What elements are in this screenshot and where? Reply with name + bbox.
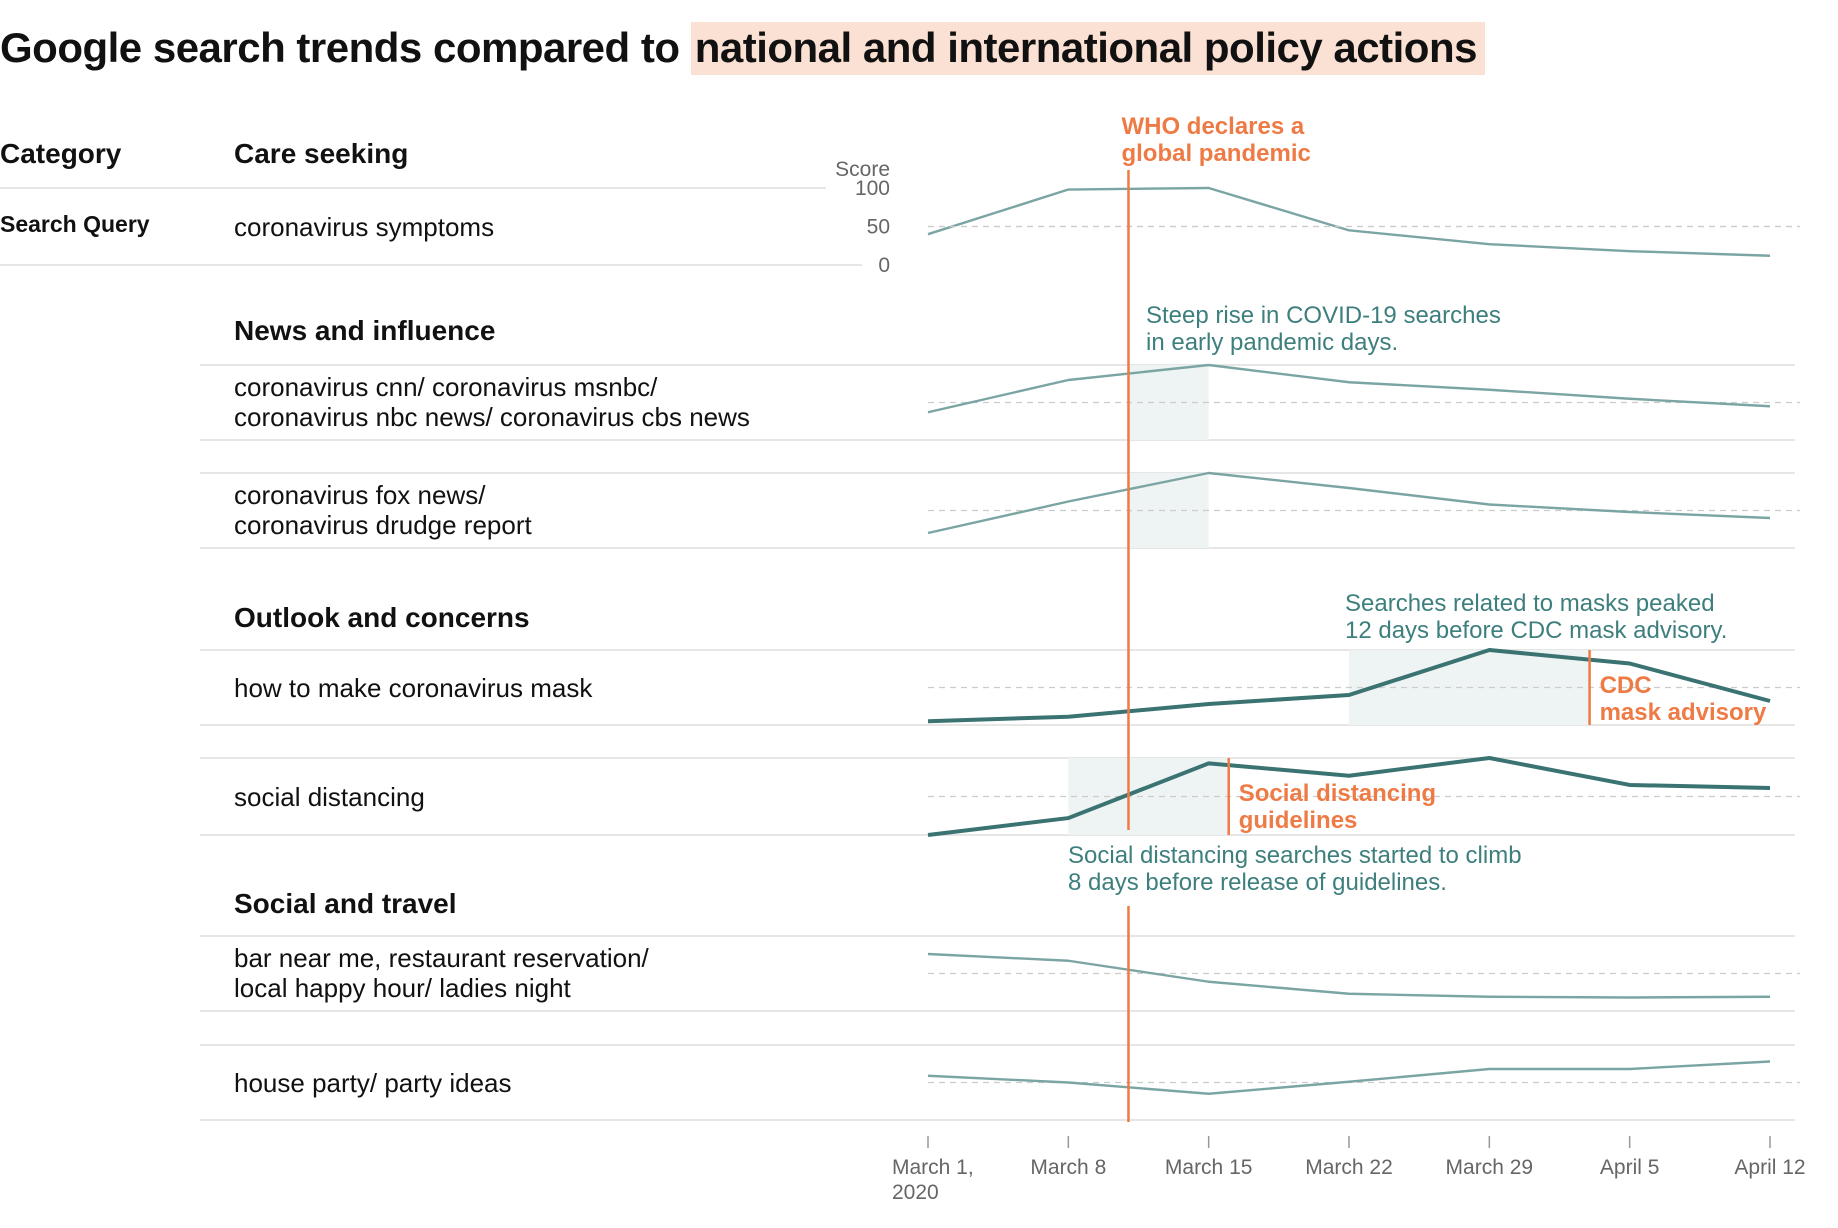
event-label-line: mask advisory: [1599, 699, 1767, 726]
event-label-line: CDC: [1599, 672, 1652, 699]
event-label-0: WHO declares a global pandemic: [1121, 113, 1310, 167]
query-label-line: social distancing: [234, 782, 425, 812]
annotation-line: Social distancing searches started to cl…: [1068, 842, 1522, 869]
query-label-line: bar near me, restaurant reservation/: [234, 943, 649, 973]
title-prefix: Google search trends compared to: [0, 24, 680, 71]
y-tick-label: 0: [878, 254, 890, 277]
x-tick-label: April 5: [1600, 1156, 1660, 1179]
x-tick-label: 2020: [892, 1181, 939, 1204]
x-tick-label: March 8: [1030, 1156, 1106, 1179]
x-tick-label: April 12: [1734, 1156, 1805, 1179]
category-header: Category: [0, 138, 122, 169]
series-line-news-2: [927, 471, 1771, 535]
query-label-line: coronavirus fox news/: [234, 480, 486, 510]
event-label-1: Social distancing guidelines: [1239, 780, 1436, 834]
annotation-line: 12 days before CDC mask advisory.: [1345, 617, 1728, 644]
category-0-title: Care seeking: [234, 138, 409, 169]
query-label-line: how to make coronavirus mask: [234, 673, 593, 703]
series-line-mask: [927, 648, 1771, 724]
query-label-social-distancing: social distancing: [234, 782, 425, 812]
query-label-line: coronavirus nbc news/ coronavirus cbs ne…: [234, 402, 750, 432]
query-label-line: coronavirus cnn/ coronavirus msnbc/: [234, 372, 658, 402]
series-line-care: [927, 186, 1771, 257]
y-tick-label: 100: [855, 177, 890, 200]
query-label-line: coronavirus drudge report: [234, 510, 532, 540]
query-label-line: coronavirus symptoms: [234, 212, 495, 242]
search-query-header: Search Query: [0, 211, 150, 237]
page-title: Google search trends compared to nationa…: [0, 22, 1485, 75]
series-line-social-distancing: [927, 756, 1771, 837]
category-1-title: News and influence: [234, 315, 496, 346]
event-label-line: Social distancing: [1238, 780, 1437, 807]
title-highlight: national and international policy action…: [690, 22, 1485, 75]
series-line-news-1: [927, 363, 1771, 414]
event-label-line: WHO declares a: [1121, 113, 1305, 140]
event-label-line: guidelines: [1238, 807, 1358, 834]
series-line-social-2: [927, 1060, 1771, 1095]
annotation-line: 8 days before release of guidelines.: [1068, 869, 1447, 896]
annotation-0: Steep rise in COVID-19 searches in early …: [1146, 302, 1501, 356]
query-label-line: house party/ party ideas: [234, 1068, 512, 1098]
annotation-line: in early pandemic days.: [1146, 329, 1399, 356]
y-tick-label: 50: [867, 216, 890, 239]
query-label-mask: how to make coronavirus mask: [234, 673, 592, 703]
annotation-line: Steep rise in COVID-19 searches: [1146, 302, 1501, 329]
query-label-care: coronavirus symptoms: [234, 212, 494, 242]
event-label-2: CDC mask advisory: [1600, 672, 1767, 726]
category-3-title: Social and travel: [234, 888, 457, 919]
series-line-social-1: [927, 952, 1771, 999]
score-axis-label: Score: [835, 158, 890, 181]
x-tick-label: March 1,: [892, 1156, 974, 1179]
query-label-social-2: house party/ party ideas: [234, 1068, 512, 1098]
query-label-social-1: bar near me, restaurant reservation/loca…: [234, 943, 649, 1003]
x-tick-label: March 29: [1446, 1156, 1534, 1179]
query-label-news-1: coronavirus cnn/ coronavirus msnbc/coron…: [234, 372, 750, 432]
annotation-1: Searches related to masks peaked 12 days …: [1345, 590, 1727, 644]
x-tick-label: March 22: [1305, 1156, 1393, 1179]
annotation-line: Searches related to masks peaked: [1345, 590, 1715, 617]
query-label-news-2: coronavirus fox news/coronavirus drudge …: [234, 480, 532, 540]
event-label-line: global pandemic: [1121, 140, 1311, 167]
query-label-line: local happy hour/ ladies night: [234, 973, 571, 1003]
annotation-2: Social distancing searches started to cl…: [1068, 842, 1522, 896]
x-tick-label: March 15: [1165, 1156, 1253, 1179]
category-2-title: Outlook and concerns: [234, 602, 530, 633]
